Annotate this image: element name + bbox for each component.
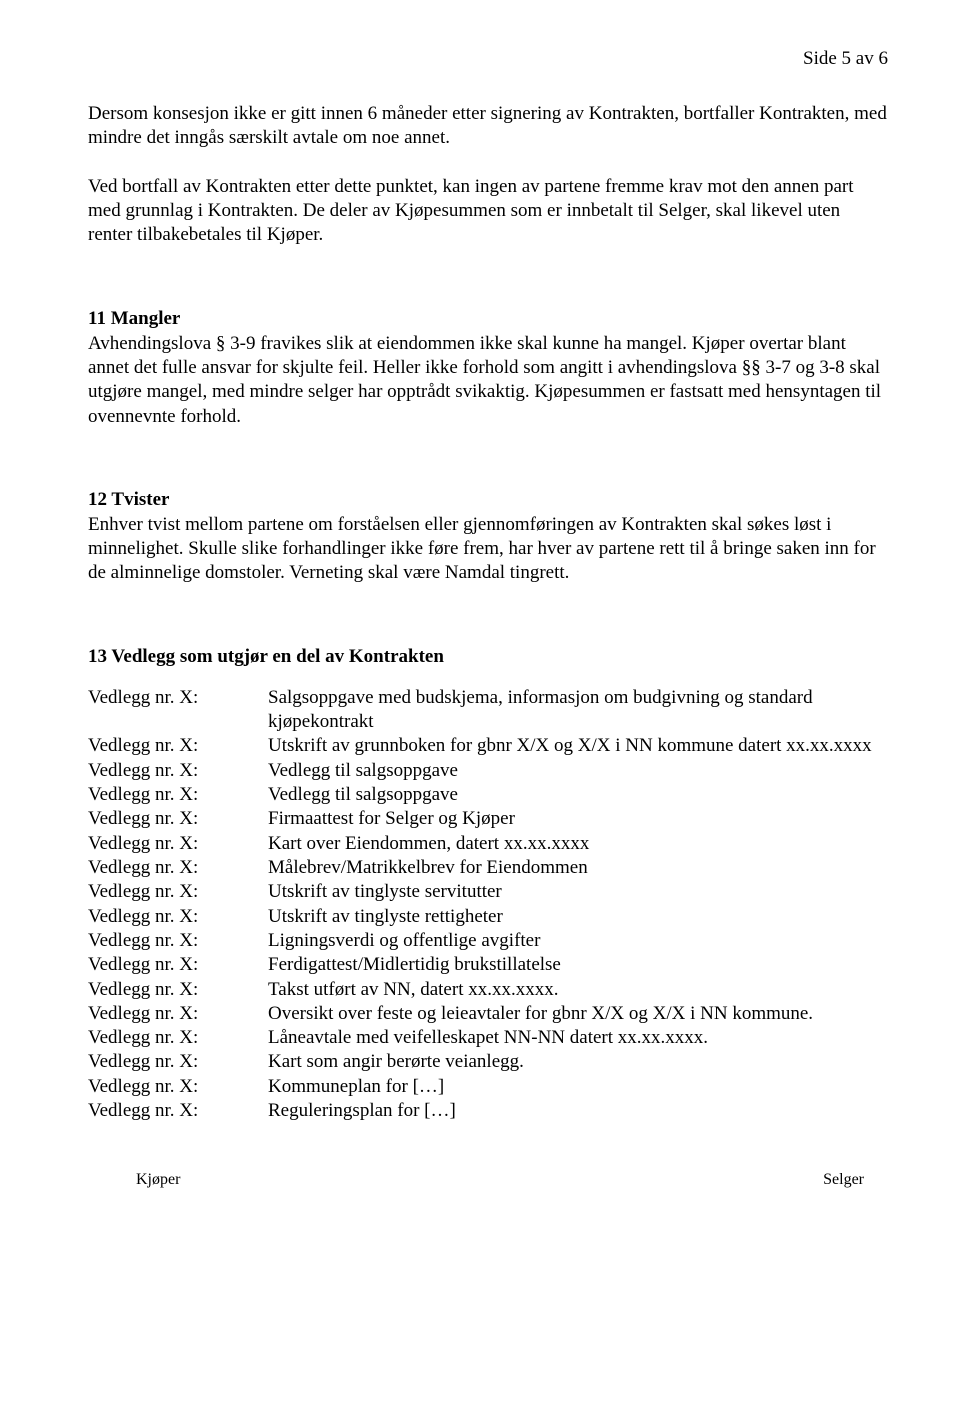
attachment-row: Vedlegg nr. X:Salgsoppgave med budskjema… — [88, 686, 888, 735]
attachment-row: Vedlegg nr. X:Oversikt over feste og lei… — [88, 1002, 888, 1026]
attachment-label: Vedlegg nr. X: — [88, 686, 268, 735]
attachment-label: Vedlegg nr. X: — [88, 734, 268, 758]
attachment-description: Målebrev/Matrikkelbrev for Eiendommen — [268, 856, 888, 880]
attachment-row: Vedlegg nr. X:Vedlegg til salgsoppgave — [88, 783, 888, 807]
intro-paragraph-2: Ved bortfall av Kontrakten etter dette p… — [88, 175, 888, 248]
attachment-row: Vedlegg nr. X:Låneavtale med veifelleska… — [88, 1026, 888, 1050]
page-footer: Kjøper Selger — [88, 1171, 888, 1189]
attachment-row: Vedlegg nr. X:Utskrift av tinglyste serv… — [88, 880, 888, 904]
attachment-row: Vedlegg nr. X:Målebrev/Matrikkelbrev for… — [88, 856, 888, 880]
attachment-label: Vedlegg nr. X: — [88, 783, 268, 807]
attachment-row: Vedlegg nr. X:Firmaattest for Selger og … — [88, 807, 888, 831]
attachment-row: Vedlegg nr. X:Vedlegg til salgsoppgave — [88, 759, 888, 783]
attachment-label: Vedlegg nr. X: — [88, 807, 268, 831]
attachment-description: Ferdigattest/Midlertidig brukstillatelse — [268, 953, 888, 977]
attachment-description: Kommuneplan for […] — [268, 1075, 888, 1099]
attachment-label: Vedlegg nr. X: — [88, 856, 268, 880]
attachment-row: Vedlegg nr. X:Kart som angir berørte vei… — [88, 1050, 888, 1074]
footer-right: Selger — [823, 1171, 864, 1189]
attachment-description: Kart over Eiendommen, datert xx.xx.xxxx — [268, 832, 888, 856]
page-number: Side 5 av 6 — [88, 48, 888, 70]
document-page: Side 5 av 6 Dersom konsesjon ikke er git… — [0, 0, 960, 1237]
attachment-label: Vedlegg nr. X: — [88, 905, 268, 929]
attachment-description: Utskrift av grunnboken for gbnr X/X og X… — [268, 734, 888, 758]
attachment-label: Vedlegg nr. X: — [88, 1099, 268, 1123]
attachment-label: Vedlegg nr. X: — [88, 1002, 268, 1026]
section-12-body: Enhver tvist mellom partene om forståels… — [88, 513, 888, 586]
attachment-description: Oversikt over feste og leieavtaler for g… — [268, 1002, 888, 1026]
attachment-label: Vedlegg nr. X: — [88, 1075, 268, 1099]
attachment-row: Vedlegg nr. X:Utskrift av tinglyste rett… — [88, 905, 888, 929]
attachment-row: Vedlegg nr. X:Kart over Eiendommen, date… — [88, 832, 888, 856]
section-13-title: 13 Vedlegg som utgjør en del av Kontrakt… — [88, 646, 888, 668]
section-11-body: Avhendingslova § 3-9 fravikes slik at ei… — [88, 332, 888, 429]
section-11-title: 11 Mangler — [88, 308, 888, 330]
attachment-description: Vedlegg til salgsoppgave — [268, 783, 888, 807]
attachment-description: Takst utført av NN, datert xx.xx.xxxx. — [268, 978, 888, 1002]
footer-left: Kjøper — [136, 1171, 180, 1189]
attachment-row: Vedlegg nr. X:Takst utført av NN, datert… — [88, 978, 888, 1002]
attachment-label: Vedlegg nr. X: — [88, 953, 268, 977]
attachment-description: Kart som angir berørte veianlegg. — [268, 1050, 888, 1074]
attachment-label: Vedlegg nr. X: — [88, 978, 268, 1002]
attachment-row: Vedlegg nr. X:Reguleringsplan for […] — [88, 1099, 888, 1123]
attachment-description: Ligningsverdi og offentlige avgifter — [268, 929, 888, 953]
attachment-row: Vedlegg nr. X:Utskrift av grunnboken for… — [88, 734, 888, 758]
attachment-label: Vedlegg nr. X: — [88, 1026, 268, 1050]
attachment-row: Vedlegg nr. X:Ligningsverdi og offentlig… — [88, 929, 888, 953]
attachment-description: Vedlegg til salgsoppgave — [268, 759, 888, 783]
attachment-label: Vedlegg nr. X: — [88, 832, 268, 856]
attachment-description: Utskrift av tinglyste rettigheter — [268, 905, 888, 929]
attachment-label: Vedlegg nr. X: — [88, 1050, 268, 1074]
attachment-description: Låneavtale med veifelleskapet NN-NN date… — [268, 1026, 888, 1050]
attachments-list: Vedlegg nr. X:Salgsoppgave med budskjema… — [88, 686, 888, 1124]
attachment-description: Reguleringsplan for […] — [268, 1099, 888, 1123]
attachment-label: Vedlegg nr. X: — [88, 880, 268, 904]
attachment-label: Vedlegg nr. X: — [88, 759, 268, 783]
intro-paragraph-1: Dersom konsesjon ikke er gitt innen 6 må… — [88, 102, 888, 151]
attachment-description: Salgsoppgave med budskjema, informasjon … — [268, 686, 888, 735]
attachment-description: Utskrift av tinglyste servitutter — [268, 880, 888, 904]
section-12-title: 12 Tvister — [88, 489, 888, 511]
attachment-description: Firmaattest for Selger og Kjøper — [268, 807, 888, 831]
attachment-row: Vedlegg nr. X:Ferdigattest/Midlertidig b… — [88, 953, 888, 977]
attachment-label: Vedlegg nr. X: — [88, 929, 268, 953]
attachment-row: Vedlegg nr. X:Kommuneplan for […] — [88, 1075, 888, 1099]
